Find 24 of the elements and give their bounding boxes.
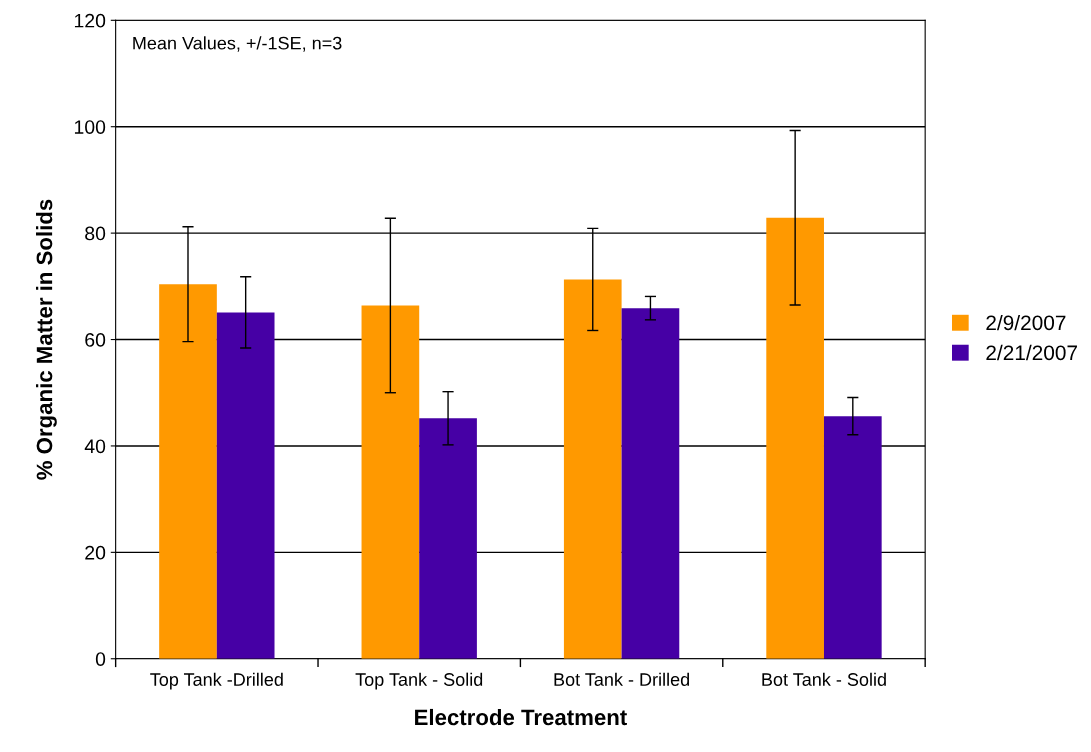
x-tick-label: Bot Tank - Solid [762, 672, 886, 686]
y-axis-title: % Organic Matter in Solids [36, 199, 57, 480]
annotation: Mean Values, +/-1SE, n=3 [133, 36, 342, 52]
y-tick-label: 80 [85, 226, 106, 241]
y-tick-label: 100 [74, 120, 106, 134]
bar [159, 284, 217, 659]
bar [216, 312, 275, 659]
legend-label: 2/21/2007 [986, 344, 1077, 361]
x-axis-title: Electrode Treatment [415, 708, 627, 726]
x-tick-label: Bot Tank - Drilled [554, 672, 690, 686]
y-tick-label: 120 [74, 13, 106, 28]
bar [823, 416, 882, 659]
y-tick-label: 20 [85, 545, 106, 560]
y-tick-label: 60 [85, 333, 106, 347]
bar [419, 418, 477, 659]
x-tick-label: Top Tank -Drilled [150, 672, 283, 690]
bar [621, 308, 680, 659]
x-tick-label: Top Tank - Solid [355, 672, 483, 690]
y-tick-label: 0 [95, 652, 106, 666]
bar [563, 279, 622, 659]
bar [361, 305, 420, 659]
legend-label: 2/9/2007 [986, 314, 1066, 331]
y-tick-label: 40 [84, 439, 106, 454]
bar [766, 217, 824, 659]
